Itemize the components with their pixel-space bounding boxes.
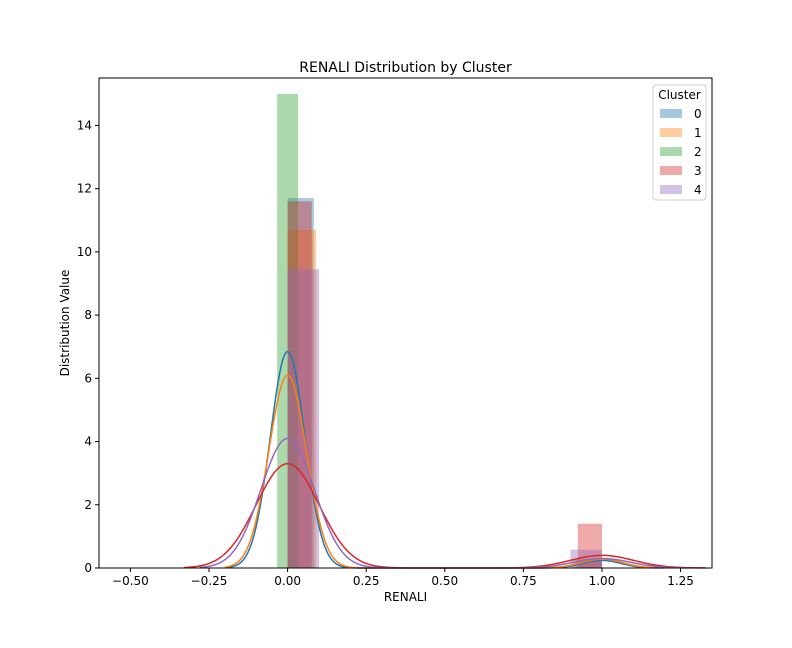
legend: Cluster 0 1 2 3 4: [652, 84, 707, 201]
x-tick-label: −0.50: [112, 574, 149, 588]
legend-label-cluster-0: 0: [694, 107, 702, 121]
y-tick-label: 14: [77, 118, 92, 132]
legend-swatch-cluster-2: [660, 147, 682, 156]
x-axis-label: RENALI: [384, 590, 427, 604]
bar-cluster-0-0: [287, 198, 314, 568]
bar-cluster-4-0: [287, 269, 320, 568]
bar-cluster-0-1: [575, 560, 602, 568]
x-tick-label: −0.25: [191, 574, 228, 588]
bar-cluster-2-0: [277, 93, 299, 568]
chart-title: RENALI Distribution by Cluster: [299, 60, 512, 76]
x-tick-label: 0.25: [353, 574, 380, 588]
x-tick-label: 0.00: [274, 574, 301, 588]
y-tick-label: 6: [84, 371, 92, 385]
y-tick-label: 2: [84, 498, 92, 512]
legend-swatch-cluster-1: [660, 128, 682, 137]
y-tick-label: 12: [77, 182, 92, 196]
legend-frame: [652, 84, 707, 201]
legend-label-cluster-1: 1: [694, 126, 702, 140]
y-tick-label: 8: [84, 308, 92, 322]
legend-label-cluster-2: 2: [694, 145, 702, 159]
legend-swatch-cluster-3: [660, 166, 682, 175]
legend-label-cluster-3: 3: [694, 164, 702, 178]
x-tick-label: 1.00: [589, 574, 616, 588]
bar-cluster-3-0: [287, 201, 312, 568]
x-tick-label: 1.25: [667, 574, 694, 588]
y-tick-label: 10: [77, 245, 92, 259]
x-tick-label: 0.50: [431, 574, 458, 588]
axes-frame: [98, 77, 713, 569]
y-tick-label: 0: [84, 561, 92, 575]
x-tick-label: 0.75: [510, 574, 537, 588]
y-tick-label: 4: [84, 435, 92, 449]
legend-title: Cluster: [658, 88, 701, 102]
legend-swatch-cluster-4: [660, 185, 682, 194]
bar-cluster-1-1: [573, 558, 602, 568]
legend-label-cluster-4: 4: [694, 183, 702, 197]
legend-swatch-cluster-0: [660, 109, 682, 118]
bar-cluster-1-0: [287, 229, 317, 568]
y-axis-label: Distribution Value: [58, 270, 72, 377]
axis-ticks: −0.50 −0.25 0.00 0.25 0.50 0.75 1.00 1.25 0 2 4 6 8 1…: [77, 118, 694, 588]
